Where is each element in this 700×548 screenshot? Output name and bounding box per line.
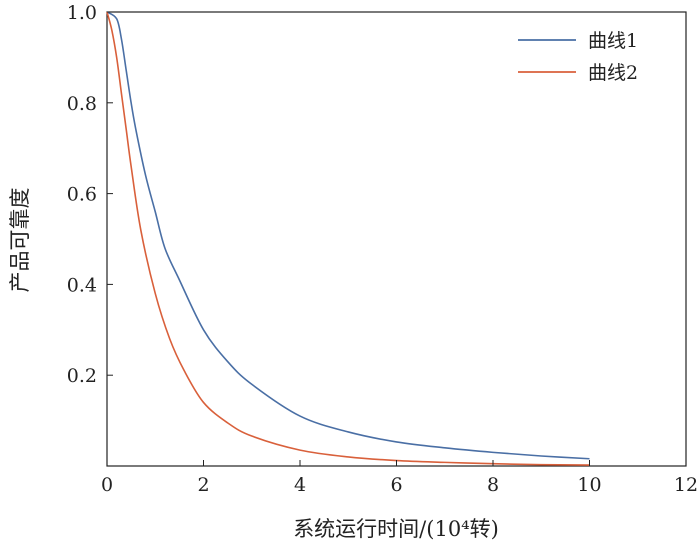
y-tick-label: 1.0 <box>67 2 97 24</box>
y-axis-title: 产品可靠度 <box>8 188 32 293</box>
x-tick-label: 10 <box>577 474 601 496</box>
legend-label-1: 曲线1 <box>588 30 638 52</box>
x-tick-label: 4 <box>294 474 306 496</box>
series-line-2 <box>106 11 590 466</box>
x-axis-title: 系统运行时间/(10⁴转) <box>293 517 499 541</box>
x-tick-label: 8 <box>487 474 499 496</box>
y-tick-label: 0.6 <box>67 184 97 206</box>
y-tick-label: 0.2 <box>67 365 97 387</box>
legend-label-2: 曲线2 <box>588 62 638 84</box>
y-tick-label: 0.4 <box>67 274 97 296</box>
x-tick-label: 12 <box>674 474 698 496</box>
x-tick-label: 2 <box>197 474 209 496</box>
y-tick-label: 0.8 <box>67 93 97 115</box>
x-tick-label: 6 <box>390 474 402 496</box>
x-tick-label: 0 <box>101 474 113 496</box>
series-line-1 <box>106 11 590 460</box>
